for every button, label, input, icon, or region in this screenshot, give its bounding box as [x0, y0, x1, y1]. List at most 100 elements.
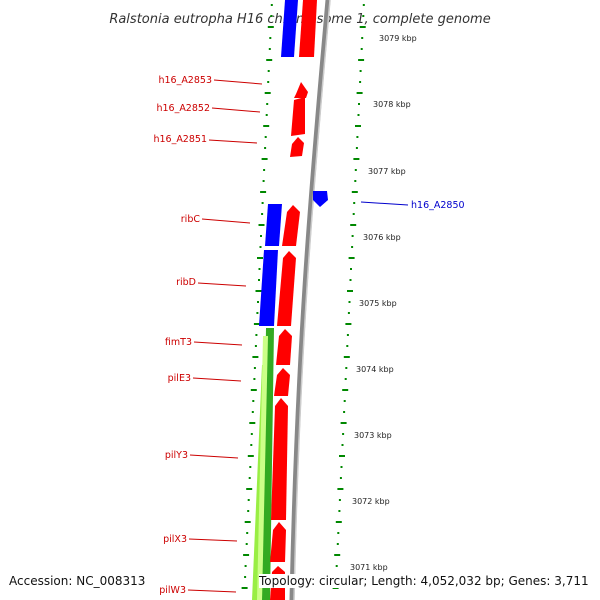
outer-tick-mark [340, 466, 343, 468]
label-pilW3: pilW3 [159, 585, 186, 596]
label-ribD: ribD [176, 277, 196, 288]
forward-gene-top [299, 0, 317, 57]
outer-tick-mark [339, 477, 342, 479]
outer-tick-mark [332, 587, 339, 589]
outer-tick-mark [335, 565, 338, 567]
leader-fimT3 [193, 341, 243, 346]
inner-tick-mark [244, 565, 247, 567]
gene-fimT3 [276, 329, 292, 365]
outer-tick-mark [340, 422, 347, 424]
label-fimT3: fimT3 [165, 337, 192, 348]
label-h16-A2850: h16_A2850 [411, 200, 465, 211]
inner-tick-mark [259, 246, 262, 248]
inner-tick-mark [267, 81, 270, 83]
gene-pilE3 [274, 368, 290, 396]
outer-tick-mark [338, 510, 341, 512]
scale-3075-kbp: 3075 kbp [359, 299, 397, 308]
outer-tick-mark [354, 180, 357, 182]
outer-tick-mark [351, 235, 354, 237]
leader-pilX3 [188, 538, 238, 542]
outer-tick-mark [345, 323, 352, 325]
inner-tick-mark [264, 147, 267, 149]
reverse-gene-ribC-block [265, 204, 282, 246]
outer-tick-mark [339, 455, 345, 457]
inner-tick-mark [260, 191, 267, 193]
inner-tick-mark [264, 92, 271, 94]
outer-tick-mark [353, 202, 356, 204]
reverse-strand-track [259, 0, 298, 326]
label-h16-A2852: h16_A2852 [156, 103, 210, 114]
inner-tick-mark [252, 356, 259, 358]
outer-tick-mark [337, 488, 344, 490]
inner-tick-mark [268, 48, 271, 50]
gc-bar-highlight [257, 336, 268, 600]
outer-tick-mark [342, 433, 345, 435]
label-ribC: ribC [181, 214, 201, 225]
inner-tick-mark [243, 554, 250, 556]
inner-tick-mark [267, 70, 270, 72]
outer-tick-mark [356, 92, 363, 94]
forward-strand-track [270, 0, 317, 600]
reverse-gene-top [281, 0, 298, 57]
inner-tick-mark [244, 521, 251, 523]
inner-tick-mark [244, 576, 247, 578]
inner-tick-mark [247, 455, 254, 457]
inner-tick-mark [247, 510, 250, 512]
leader-h16-A2851 [208, 139, 258, 144]
inner-tick-mark [254, 345, 257, 347]
inner-tick-mark [253, 323, 260, 325]
outer-tick-mark [355, 147, 358, 149]
outer-tick-mark [348, 257, 355, 259]
reverse-gene-ribD-block [259, 250, 278, 326]
backbone-highlight [293, 0, 331, 600]
inner-tick-mark [255, 290, 262, 292]
leader-pilE3 [192, 377, 242, 382]
outer-tick-mark [356, 136, 359, 138]
inner-tick-mark [252, 400, 255, 402]
label-pilE3: pilE3 [168, 373, 191, 384]
scale-3073-kbp: 3073 kbp [354, 431, 392, 440]
gene-labels: h16_A2853 h16_A2852 h16_A2851 h16_A2850 … [153, 75, 464, 596]
inner-tick-mark [250, 389, 257, 391]
inner-tick-mark [261, 202, 264, 204]
outer-tick-mark [343, 400, 346, 402]
outer-tick-mark [359, 81, 362, 83]
inner-tick-mark [258, 279, 260, 281]
scale-3071-kbp: 3071 kbp [350, 563, 388, 572]
inner-tick-mark [265, 114, 268, 116]
outer-tick-mark [359, 70, 362, 72]
gene-pilX3 [270, 522, 286, 562]
accession-text: Accession: NC_008313 [9, 574, 146, 588]
outer-tick-mark [341, 444, 344, 446]
outer-tick-mark [345, 367, 348, 369]
outer-tick-mark [357, 114, 360, 116]
gene-h16-A2851 [290, 137, 304, 157]
gene-ribC [282, 205, 300, 246]
inner-tick-mark [251, 411, 254, 413]
outer-tick-mark [336, 543, 339, 545]
outer-tick-mark [346, 334, 349, 336]
scale-labels: 3079 kbp 3078 kbp 3077 kbp 3076 kbp 3075… [350, 34, 417, 572]
inner-tick-mark [249, 422, 256, 424]
inner-tick-mark [263, 125, 270, 127]
inner-tick-mark [260, 235, 262, 237]
outer-tick-mark [362, 15, 365, 17]
inner-tick-mark [241, 587, 248, 589]
map-title: Ralstonia eutropha H16 chromosome 1, com… [109, 12, 490, 27]
inner-tick-mark [256, 312, 259, 314]
outer-tick-mark [353, 158, 360, 160]
gc-track [252, 328, 274, 600]
inner-tick-mark [262, 180, 265, 182]
leader-h16-A2853 [213, 79, 263, 85]
scale-3077-kbp: 3077 kbp [368, 167, 406, 176]
inner-tick-mark [253, 378, 256, 380]
outer-tick-mark [343, 411, 346, 413]
inner-tick-mark [258, 224, 265, 226]
outer-tick-mark [362, 4, 365, 6]
outer-tick-mark [350, 224, 357, 226]
outer-tick-mark [359, 26, 366, 28]
label-h16-A2853: h16_A2853 [158, 75, 212, 86]
inner-tick-mark [257, 301, 259, 303]
outer-tick-mark [360, 48, 363, 50]
outer-tick-mark [350, 268, 352, 270]
